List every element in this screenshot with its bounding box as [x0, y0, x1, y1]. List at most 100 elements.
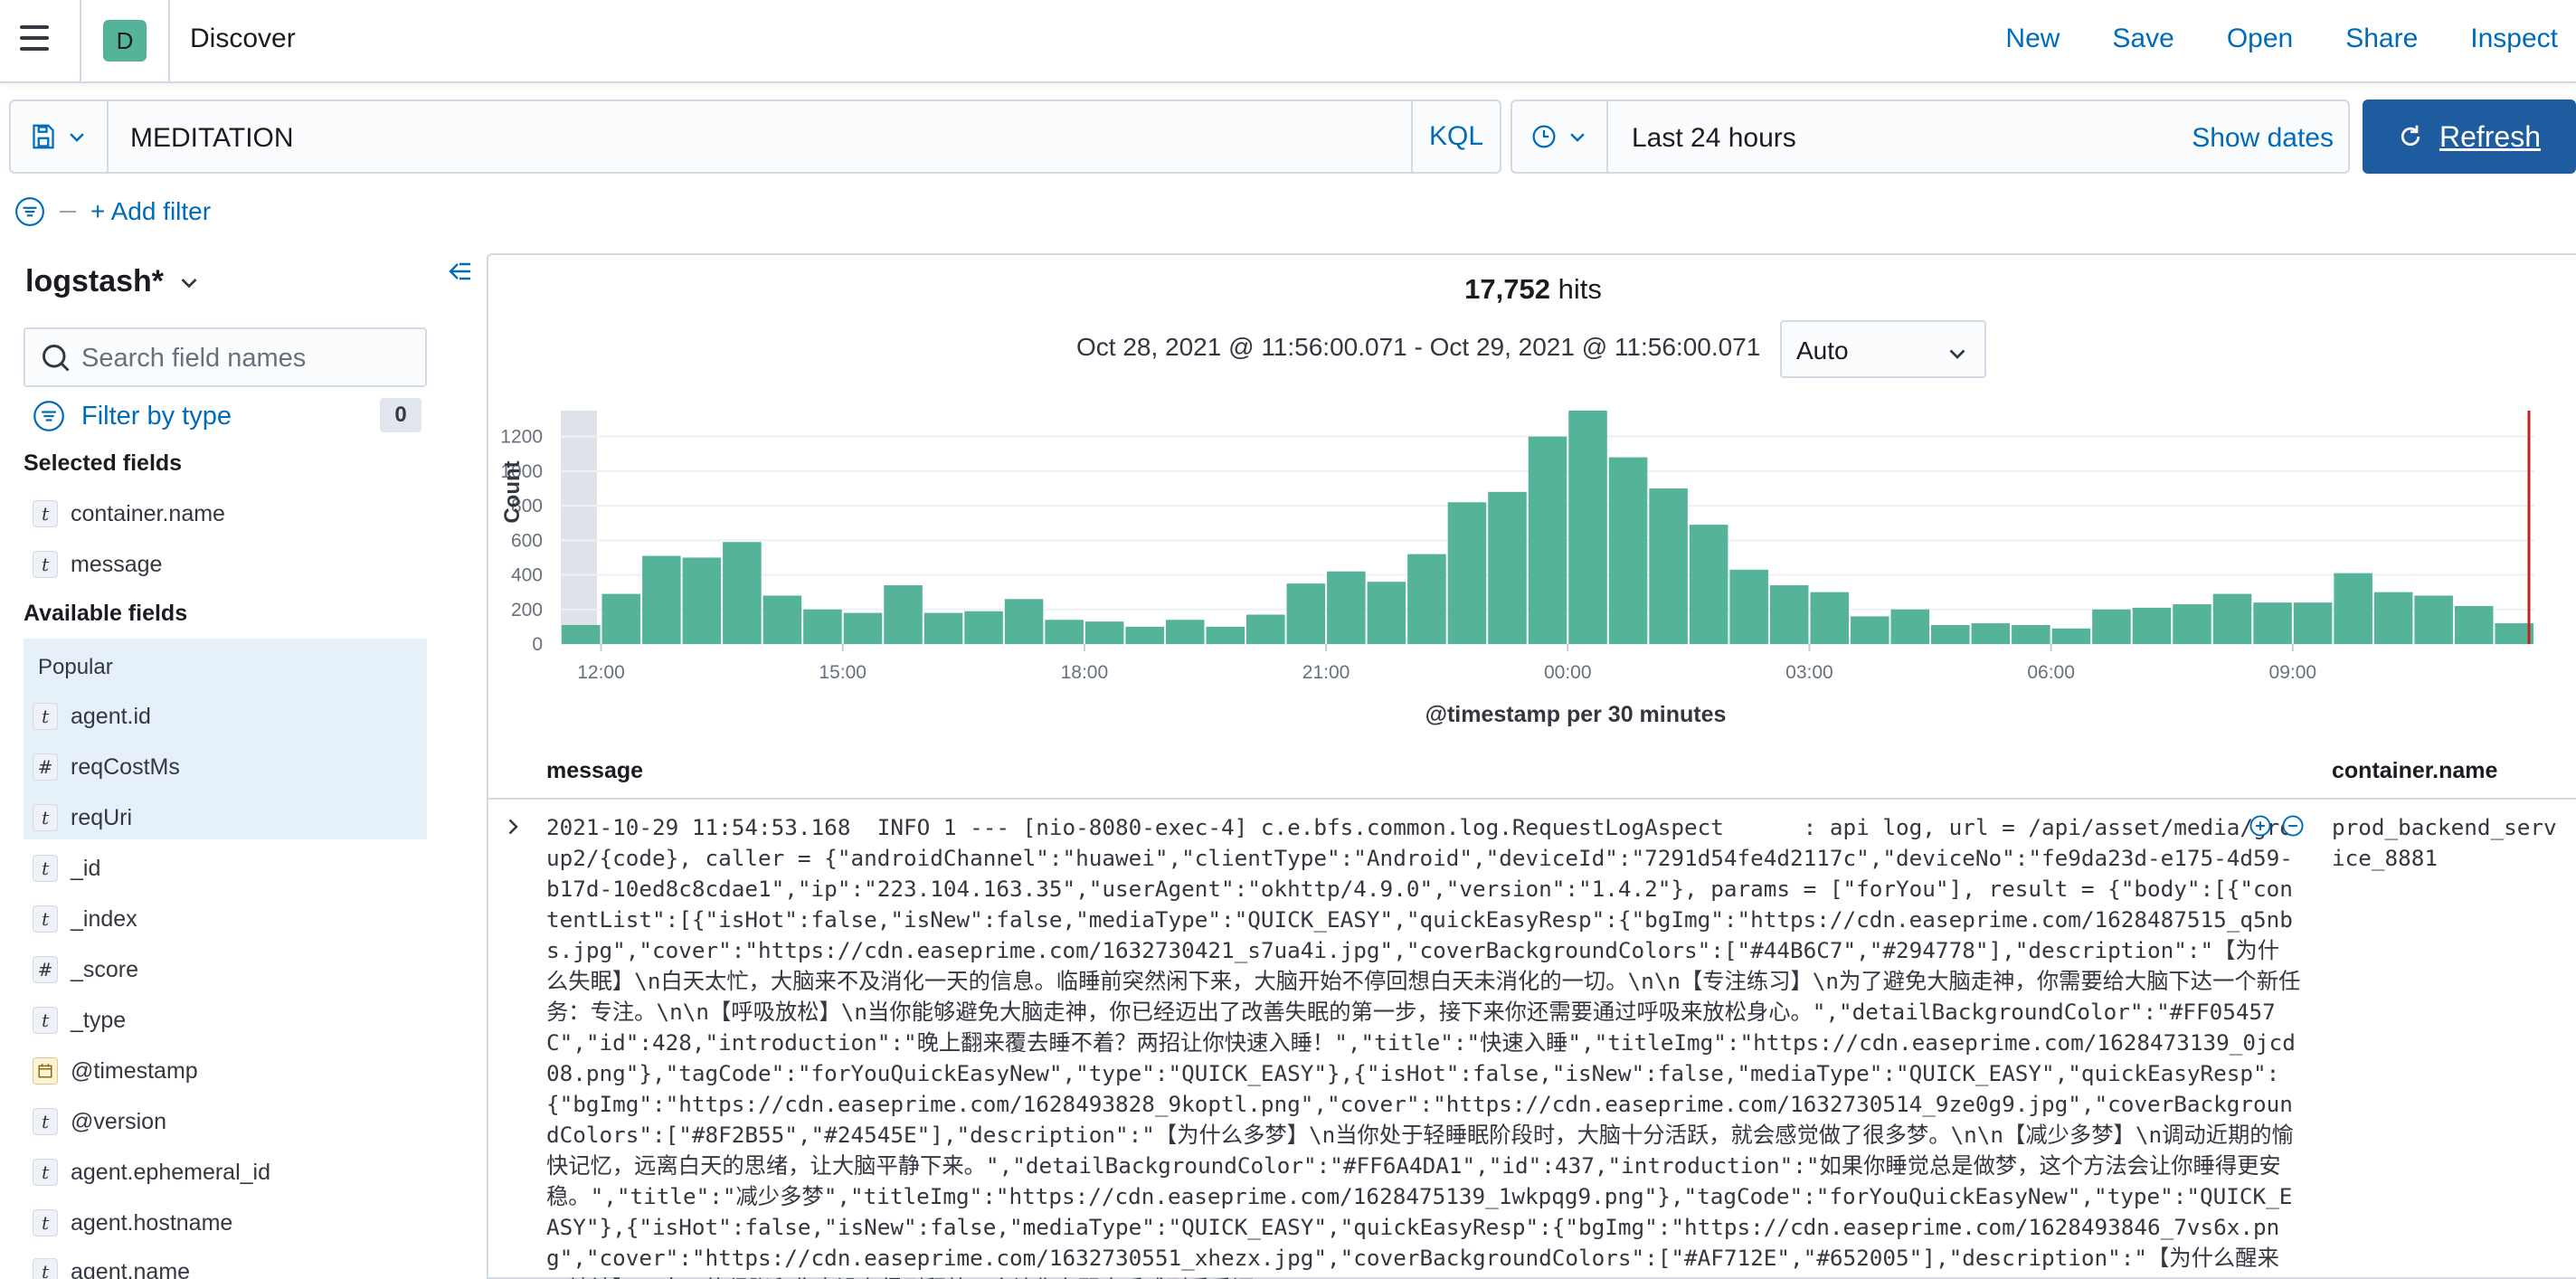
string-type-icon: t — [33, 804, 58, 831]
histogram-bar[interactable] — [1890, 609, 1930, 644]
histogram-bar[interactable] — [843, 612, 883, 644]
column-header-message[interactable]: message — [546, 758, 644, 783]
string-type-icon: t — [33, 1258, 58, 1279]
date-range-text[interactable]: Last 24 hours — [1632, 123, 1796, 153]
index-pattern-selector[interactable]: logstash* — [25, 264, 200, 299]
date-range-picker[interactable]: Last 24 hours Show dates — [1606, 99, 2350, 174]
date-type-icon — [33, 1057, 58, 1085]
histogram-bar[interactable] — [1327, 571, 1366, 644]
field-item[interactable]: t agent.name — [24, 1248, 427, 1279]
histogram-bar[interactable] — [723, 542, 762, 644]
field-item[interactable]: t _index — [24, 895, 427, 943]
histogram-bar[interactable] — [1568, 411, 1607, 644]
histogram-bar[interactable] — [1206, 626, 1245, 644]
histogram-bar[interactable] — [964, 611, 1003, 644]
field-item[interactable]: t container.name — [24, 490, 427, 537]
histogram-chart[interactable]: 0 200 400 600 800 1000 1200 12:00 15:00 18:00 21:… — [488, 391, 2576, 744]
field-item[interactable]: t agent.hostname — [24, 1199, 427, 1246]
histogram-bar[interactable] — [642, 555, 681, 644]
histogram-bar[interactable] — [601, 593, 641, 644]
field-item[interactable]: @timestamp — [24, 1047, 427, 1094]
histogram-bar[interactable] — [1488, 491, 1527, 644]
histogram-bar[interactable] — [2092, 609, 2131, 644]
histogram-bar[interactable] — [1729, 569, 1768, 644]
histogram-bar[interactable] — [1004, 599, 1044, 644]
column-header-container-name[interactable]: container.name — [2332, 758, 2498, 783]
interval-select[interactable]: Auto — [1780, 320, 1986, 378]
filter-by-type-button[interactable]: Filter by type 0 — [33, 396, 421, 436]
results-time-range: Oct 28, 2021 @ 11:56:00.071 - Oct 29, 20… — [1076, 333, 1761, 361]
histogram-bar[interactable] — [2414, 595, 2453, 644]
inspect-link[interactable]: Inspect — [2470, 24, 2558, 53]
histogram-bar[interactable] — [884, 585, 923, 644]
field-name: agent.hostname — [71, 1209, 233, 1236]
filter-for-value-icon[interactable] — [2249, 814, 2272, 838]
histogram-bar[interactable] — [1407, 554, 1446, 644]
histogram-bar[interactable] — [1850, 616, 1889, 644]
histogram-bar[interactable] — [762, 595, 802, 644]
histogram-bar[interactable] — [1165, 620, 1205, 644]
query-input[interactable]: MEDITATION — [107, 99, 1420, 174]
chevron-right-icon[interactable] — [503, 816, 525, 838]
open-link[interactable]: Open — [2226, 24, 2294, 53]
histogram-bar[interactable] — [1125, 626, 1164, 644]
histogram-bar[interactable] — [2293, 602, 2333, 644]
field-item[interactable]: # reqCostMs — [24, 744, 427, 791]
histogram-bar[interactable] — [2132, 607, 2172, 644]
histogram-bar[interactable] — [1931, 624, 1970, 644]
histogram-bar[interactable] — [562, 624, 601, 644]
menu-icon[interactable] — [20, 25, 52, 52]
x-tick-label: 15:00 — [819, 662, 867, 683]
collapse-sidebar-icon[interactable] — [445, 257, 474, 286]
histogram-bar[interactable] — [1045, 620, 1084, 644]
histogram-bar[interactable] — [1367, 582, 1406, 644]
field-item[interactable]: t agent.ephemeral_id — [24, 1149, 427, 1196]
histogram-bar[interactable] — [1528, 436, 1567, 644]
histogram-bar[interactable] — [2373, 592, 2413, 644]
histogram-bar[interactable] — [2173, 604, 2211, 644]
histogram-bar[interactable] — [1608, 457, 1648, 644]
histogram-bar[interactable] — [1084, 621, 1124, 644]
histogram-bar[interactable] — [2051, 628, 2091, 644]
quick-date-menu-button[interactable] — [1511, 99, 1608, 174]
histogram-bar[interactable] — [1447, 502, 1487, 644]
histogram-bar[interactable] — [2253, 602, 2292, 644]
string-type-icon: t — [33, 905, 58, 933]
show-dates-button[interactable]: Show dates — [2192, 123, 2334, 153]
field-item[interactable]: t _id — [24, 845, 427, 892]
histogram-bar[interactable] — [2212, 593, 2252, 644]
histogram-bar[interactable] — [1971, 623, 2011, 644]
histogram-bar[interactable] — [2334, 573, 2372, 644]
histogram-bar[interactable] — [1246, 614, 1285, 644]
add-filter-button[interactable]: + Add filter — [90, 197, 212, 225]
field-item[interactable]: t @version — [24, 1098, 427, 1145]
histogram-bar[interactable] — [2495, 623, 2533, 644]
histogram-bar[interactable] — [1810, 592, 1849, 644]
histogram-bar[interactable] — [1689, 525, 1728, 644]
field-item[interactable]: t reqUri — [24, 794, 427, 841]
field-item[interactable]: t _type — [24, 997, 427, 1044]
histogram-bar[interactable] — [2012, 624, 2050, 644]
saved-query-button[interactable] — [9, 99, 107, 174]
field-item[interactable]: # _score — [24, 946, 427, 993]
space-avatar[interactable]: D — [103, 20, 147, 62]
histogram-bar[interactable] — [803, 609, 842, 644]
share-link[interactable]: Share — [2345, 24, 2419, 53]
save-link[interactable]: Save — [2112, 24, 2174, 53]
field-sidebar: logstash* Search field names Filter by t… — [0, 244, 470, 1279]
refresh-button[interactable]: Refresh — [2363, 99, 2576, 174]
histogram-bar[interactable] — [1649, 488, 1688, 644]
top-header: D Discover New Save Open Share Inspect — [0, 0, 2576, 83]
field-item[interactable]: t message — [24, 541, 427, 588]
query-language-button[interactable]: KQL — [1411, 99, 1501, 174]
histogram-bar[interactable] — [1769, 585, 1809, 644]
histogram-bar[interactable] — [1286, 583, 1326, 644]
field-item[interactable]: t agent.id — [24, 693, 427, 740]
histogram-bar[interactable] — [2454, 605, 2494, 644]
new-link[interactable]: New — [2005, 24, 2060, 53]
field-search-input[interactable]: Search field names — [24, 327, 427, 387]
filter-options-icon[interactable] — [14, 196, 45, 227]
histogram-bar[interactable] — [682, 557, 722, 644]
filter-out-value-icon[interactable] — [2281, 814, 2305, 838]
histogram-bar[interactable] — [923, 612, 963, 644]
